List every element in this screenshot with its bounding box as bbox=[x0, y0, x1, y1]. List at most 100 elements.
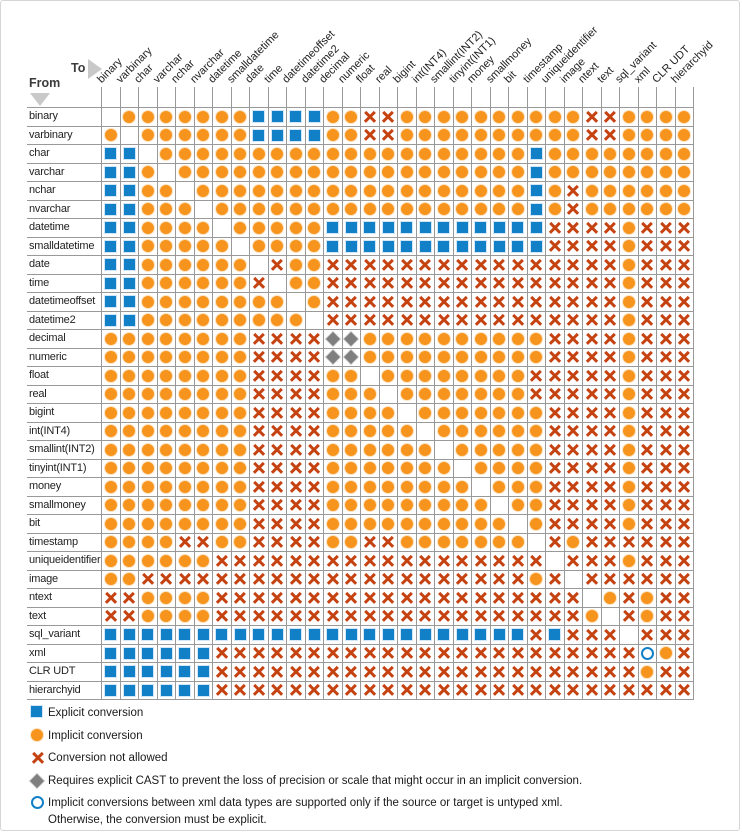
conversion-not-allowed-x bbox=[215, 665, 229, 679]
grid-cell bbox=[120, 219, 139, 238]
grid-cell bbox=[361, 441, 380, 460]
grid-cell bbox=[231, 570, 250, 589]
implicit-conversion-circle bbox=[493, 480, 506, 493]
grid-cell bbox=[194, 219, 213, 238]
conversion-not-allowed-x bbox=[585, 295, 599, 309]
grid-cell bbox=[287, 515, 306, 534]
grid-cell bbox=[342, 515, 361, 534]
conversion-not-allowed-x bbox=[640, 239, 654, 253]
implicit-conversion-circle bbox=[141, 351, 154, 364]
implicit-conversion-circle bbox=[215, 314, 228, 327]
grid-cell bbox=[453, 404, 472, 423]
grid-cell bbox=[102, 589, 121, 608]
implicit-conversion-circle bbox=[197, 110, 210, 123]
legend-item-untyped-xml: Implicit conversions between xml data ty… bbox=[31, 795, 721, 829]
row-label: varchar bbox=[27, 164, 101, 182]
grid-cell bbox=[657, 108, 676, 127]
implicit-conversion-circle bbox=[160, 295, 173, 308]
conversion-not-allowed-x bbox=[141, 572, 155, 586]
explicit-conversion-square bbox=[438, 240, 450, 252]
grid-cell bbox=[657, 182, 676, 201]
grid-cell bbox=[139, 293, 158, 312]
implicit-conversion-circle bbox=[530, 517, 543, 530]
conversion-not-allowed-x bbox=[603, 313, 617, 327]
conversion-not-allowed-x bbox=[381, 609, 395, 623]
column-tick bbox=[212, 87, 213, 107]
implicit-conversion-circle bbox=[419, 499, 432, 512]
implicit-conversion-circle bbox=[641, 129, 654, 142]
grid-cell bbox=[176, 422, 195, 441]
row-label: hierarchyid bbox=[27, 682, 101, 700]
conversion-not-allowed-x bbox=[659, 424, 673, 438]
grid-cell bbox=[379, 367, 398, 386]
implicit-conversion-circle bbox=[345, 517, 358, 530]
grid-cell bbox=[527, 126, 546, 145]
grid-cell bbox=[416, 589, 435, 608]
grid-cell bbox=[564, 681, 583, 700]
implicit-conversion-circle bbox=[419, 147, 432, 160]
grid-cell bbox=[102, 607, 121, 626]
grid-cell bbox=[305, 552, 324, 571]
implicit-conversion-circle bbox=[548, 184, 561, 197]
conversion-not-allowed-x bbox=[640, 480, 654, 494]
grid-cell bbox=[546, 108, 565, 127]
conversion-not-allowed-x bbox=[252, 554, 266, 568]
implicit-conversion-circle bbox=[141, 295, 154, 308]
grid-cell bbox=[546, 552, 565, 571]
grid-cell bbox=[546, 404, 565, 423]
grid-cell bbox=[564, 367, 583, 386]
grid-cell bbox=[324, 607, 343, 626]
implicit-conversion-circle bbox=[419, 462, 432, 475]
implicit-conversion-circle bbox=[622, 480, 635, 493]
column-tick bbox=[378, 87, 380, 107]
explicit-conversion-square bbox=[105, 314, 117, 326]
implicit-conversion-circle bbox=[289, 258, 302, 271]
grid-cell bbox=[490, 385, 509, 404]
implicit-conversion-circle bbox=[437, 203, 450, 216]
implicit-conversion-circle bbox=[234, 147, 247, 160]
explicit-conversion-square bbox=[179, 629, 191, 641]
explicit-conversion-square bbox=[105, 629, 117, 641]
implicit-conversion-circle bbox=[622, 517, 635, 530]
implicit-conversion-circle bbox=[252, 295, 265, 308]
legend-item-not-allowed: Conversion not allowed bbox=[31, 750, 721, 767]
column-tick bbox=[674, 87, 676, 107]
grid-cell bbox=[213, 441, 232, 460]
implicit-conversion-circle bbox=[622, 295, 635, 308]
explicit-conversion-square bbox=[345, 240, 357, 252]
grid-cell bbox=[139, 367, 158, 386]
grid-cell bbox=[675, 515, 694, 534]
grid-cell bbox=[416, 126, 435, 145]
grid-cell bbox=[527, 145, 546, 164]
implicit-conversion-circle bbox=[234, 499, 247, 512]
grid-cell bbox=[527, 293, 546, 312]
conversion-not-allowed-x bbox=[307, 443, 321, 457]
grid-cell bbox=[342, 607, 361, 626]
row-label: char bbox=[27, 145, 101, 164]
row-label: varbinary bbox=[27, 127, 101, 145]
row-label: text bbox=[27, 608, 101, 626]
grid-cell bbox=[657, 219, 676, 238]
row-label: CLR UDT bbox=[27, 663, 101, 682]
grid-cell bbox=[268, 126, 287, 145]
grid-cell bbox=[546, 459, 565, 478]
grid-cell bbox=[102, 163, 121, 182]
conversion-not-allowed-x bbox=[289, 591, 303, 605]
from-axis-label: From bbox=[29, 76, 61, 90]
grid-cell bbox=[361, 163, 380, 182]
grid-cell bbox=[379, 348, 398, 367]
grid-cell bbox=[583, 182, 602, 201]
conversion-not-allowed-x bbox=[104, 591, 118, 605]
explicit-conversion-square bbox=[271, 111, 283, 123]
grid-cell bbox=[102, 552, 121, 571]
grid-cell bbox=[527, 163, 546, 182]
implicit-conversion-circle bbox=[511, 388, 524, 401]
conversion-not-allowed-x bbox=[548, 665, 562, 679]
conversion-not-allowed-x bbox=[529, 387, 543, 401]
grid-cell bbox=[287, 459, 306, 478]
row-label: bigint bbox=[27, 404, 101, 423]
conversion-not-allowed-x bbox=[548, 369, 562, 383]
implicit-conversion-circle bbox=[419, 184, 432, 197]
implicit-conversion-circle bbox=[419, 332, 432, 345]
grid-cell bbox=[546, 478, 565, 497]
